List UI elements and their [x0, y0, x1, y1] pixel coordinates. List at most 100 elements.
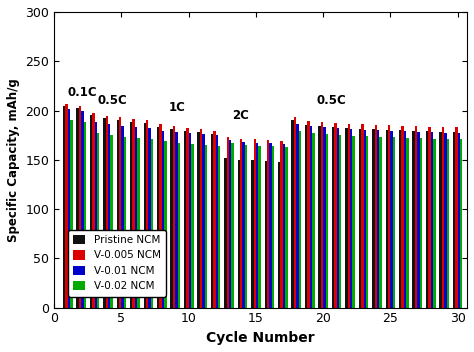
Bar [417, 132, 419, 308]
Bar [267, 140, 269, 308]
Bar [319, 126, 321, 308]
Bar [281, 141, 283, 308]
Legend: Pristine NCM, V-0.005 NCM, V-0.01 NCM, V-0.02 NCM: Pristine NCM, V-0.005 NCM, V-0.01 NCM, V… [68, 230, 166, 296]
Bar [95, 122, 97, 308]
Bar [372, 129, 374, 308]
Bar [296, 124, 299, 308]
Bar [162, 131, 164, 308]
Bar [361, 124, 364, 308]
Bar [292, 120, 294, 308]
Bar [121, 126, 124, 308]
Bar [137, 138, 140, 308]
Bar [197, 132, 200, 308]
Bar [428, 127, 431, 308]
Bar [283, 144, 285, 308]
Bar [359, 129, 361, 308]
Text: 0.1C: 0.1C [68, 86, 97, 99]
Bar [229, 140, 231, 308]
Bar [90, 115, 92, 308]
Bar [347, 124, 350, 308]
Bar [391, 131, 393, 308]
Bar [70, 120, 73, 308]
Bar [350, 129, 353, 308]
Bar [251, 160, 254, 308]
Text: 0.5C: 0.5C [317, 94, 346, 107]
Bar [399, 130, 401, 308]
Bar [92, 113, 95, 308]
Bar [76, 108, 79, 308]
Text: 0.5C: 0.5C [97, 94, 127, 107]
Bar [364, 130, 366, 308]
Bar [353, 136, 355, 308]
Bar [117, 120, 119, 308]
Y-axis label: Specific Capacity, mAh/g: Specific Capacity, mAh/g [7, 78, 20, 242]
Bar [337, 128, 339, 308]
Bar [433, 139, 436, 308]
Bar [439, 132, 442, 308]
Bar [374, 125, 377, 308]
Bar [460, 139, 463, 308]
Bar [254, 139, 256, 308]
Bar [130, 122, 133, 308]
Bar [205, 145, 207, 308]
Bar [243, 142, 245, 308]
Bar [307, 121, 310, 308]
Bar [159, 124, 162, 308]
Bar [108, 124, 110, 308]
Bar [310, 126, 312, 308]
Bar [119, 118, 121, 308]
Bar [135, 127, 137, 308]
Bar [412, 131, 415, 308]
Bar [272, 146, 274, 308]
Bar [106, 117, 108, 308]
Bar [264, 161, 267, 308]
Bar [184, 131, 186, 308]
Bar [133, 119, 135, 308]
Bar [332, 127, 334, 308]
Bar [258, 146, 261, 308]
Bar [294, 118, 296, 308]
Bar [216, 135, 218, 308]
Bar [406, 138, 409, 308]
Bar [339, 135, 341, 308]
Bar [186, 128, 189, 308]
Bar [345, 128, 347, 308]
Bar [269, 143, 272, 308]
Bar [191, 144, 193, 308]
Bar [377, 130, 379, 308]
Bar [65, 103, 68, 308]
Bar [401, 126, 404, 308]
Bar [379, 137, 382, 308]
Bar [202, 134, 205, 308]
Text: 2C: 2C [232, 109, 248, 122]
Bar [321, 122, 323, 308]
Bar [68, 108, 70, 308]
Bar [124, 137, 126, 308]
Text: 1C: 1C [169, 101, 185, 114]
Bar [431, 132, 433, 308]
Bar [285, 147, 288, 308]
Bar [323, 127, 326, 308]
Bar [83, 122, 86, 308]
Bar [189, 133, 191, 308]
Bar [200, 129, 202, 308]
Bar [447, 139, 449, 308]
Bar [237, 160, 240, 308]
Bar [175, 132, 178, 308]
Bar [404, 131, 406, 308]
Bar [457, 133, 460, 308]
Bar [157, 127, 159, 308]
Bar [240, 139, 243, 308]
Bar [385, 130, 388, 308]
Bar [426, 131, 428, 308]
Bar [103, 118, 106, 308]
Bar [278, 162, 281, 308]
Bar [245, 145, 247, 308]
Bar [334, 123, 337, 308]
Bar [393, 137, 395, 308]
Bar [256, 143, 258, 308]
Bar [110, 135, 113, 308]
Bar [415, 126, 417, 308]
Bar [146, 120, 148, 308]
Bar [455, 127, 457, 308]
